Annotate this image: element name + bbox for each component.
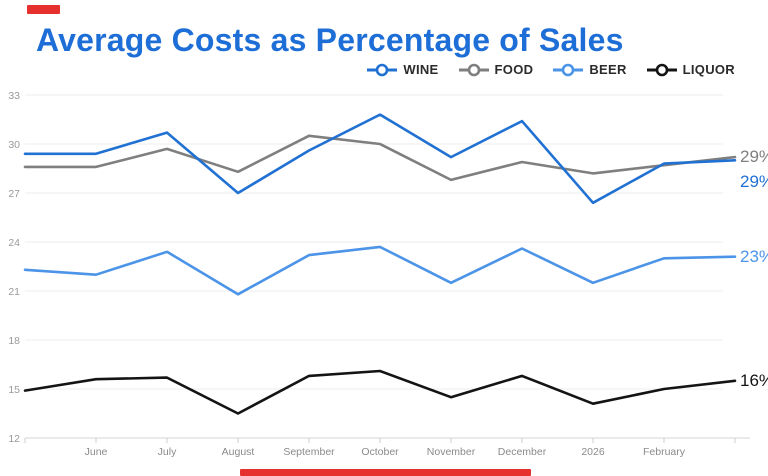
legend-item-food[interactable]: FOOD [458,62,534,77]
line-marker-icon [553,63,584,77]
series-end-label: 16% [740,371,768,390]
y-tick-label: 21 [8,286,20,298]
x-tick-label: October [361,446,399,458]
x-tick-label: June [85,446,108,458]
chart-legend: WINE FOOD BEER LIQUOR [367,62,735,77]
y-tick-label: 12 [8,433,20,445]
series-end-label: 29% [740,172,768,191]
y-tick-label: 33 [8,90,20,102]
line-marker-icon [646,63,677,77]
legend-label: BEER [589,62,627,77]
legend-item-liquor[interactable]: LIQUOR [646,62,735,77]
x-tick-label: July [158,446,177,458]
red-accent-top [27,5,60,14]
beer-line [23,245,737,296]
y-tick-label: 15 [8,384,20,396]
legend-item-wine[interactable]: WINE [367,62,438,77]
wine-line [23,113,737,205]
x-tick-label: December [498,446,547,458]
y-tick-label: 18 [8,335,20,347]
food-line [23,134,737,182]
legend-item-beer[interactable]: BEER [553,62,626,77]
legend-label: WINE [403,62,439,77]
legend-label: FOOD [494,62,534,77]
y-tick-label: 30 [8,139,20,151]
x-tick-label: September [283,446,335,458]
line-marker-icon [367,63,398,77]
y-tick-label: 24 [8,237,20,249]
liquor-line [23,369,737,415]
x-tick-label: August [222,446,255,458]
x-tick-label: November [427,446,476,458]
red-accent-bottom [240,469,531,476]
series-end-label: 23% [740,247,768,266]
x-tick-label: February [643,446,686,458]
chart-title: Average Costs as Percentage of Sales [36,22,624,58]
series-end-label: 29% [740,147,768,166]
line-marker-icon [458,63,489,77]
legend-label: LIQUOR [682,62,735,77]
y-tick-label: 27 [8,188,20,200]
x-tick-label: 2026 [581,446,605,458]
